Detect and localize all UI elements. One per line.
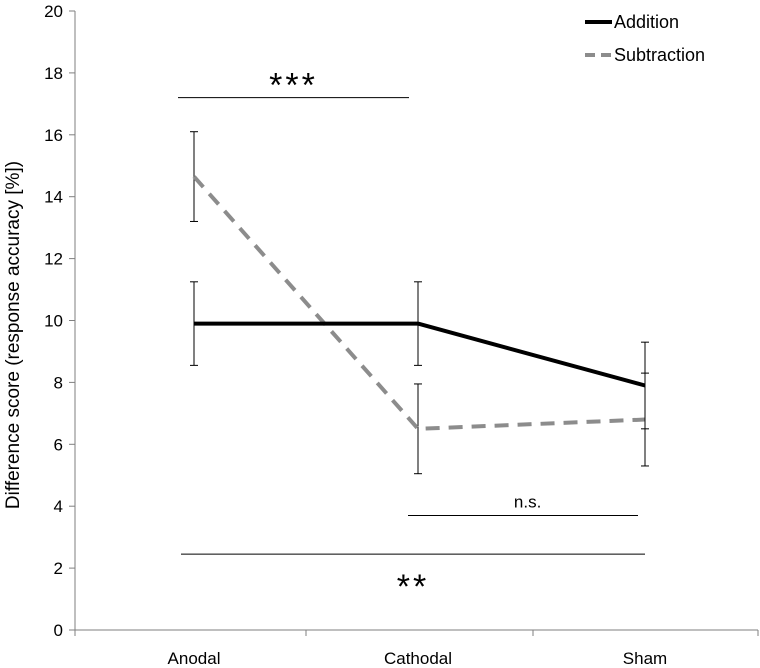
significance-label: n.s.	[514, 492, 541, 511]
y-tick-label: 20	[44, 2, 63, 21]
series-line-addition	[194, 321, 646, 388]
y-ticks: 0 2 4 6 8 10 12 14 16 18 20	[44, 2, 75, 640]
legend-label-addition: Addition	[614, 12, 679, 32]
y-tick-label: 4	[54, 497, 63, 516]
y-axis-label: Difference score (response accuracy [%])	[3, 161, 24, 509]
x-ticks: Anodal Cathodal Sham	[74, 630, 759, 668]
series	[190, 131, 649, 475]
x-tick-label-anodal: Anodal	[168, 649, 221, 668]
legend-label-subtraction: Subtraction	[614, 45, 705, 65]
axes	[74, 11, 758, 631]
y-tick-label: 12	[44, 250, 63, 269]
y-tick-label: 0	[54, 621, 63, 640]
series-addition	[190, 281, 649, 430]
y-tick-label: 14	[44, 188, 63, 207]
significance-annotations: *** n.s. **	[178, 67, 645, 606]
significance-label: ***	[269, 67, 318, 105]
series-subtraction	[190, 131, 649, 475]
x-tick-label-cathodal: Cathodal	[384, 649, 452, 668]
series-line-subtraction	[192, 175, 646, 431]
y-tick-label: 6	[54, 435, 63, 454]
y-tick-label: 16	[44, 126, 63, 145]
legend: Addition Subtraction	[585, 12, 705, 65]
y-tick-label: 18	[44, 64, 63, 83]
x-tick-label-sham: Sham	[623, 649, 667, 668]
significance-label: **	[397, 568, 429, 606]
y-tick-label: 8	[54, 373, 63, 392]
y-tick-label: 10	[44, 312, 63, 331]
y-tick-label: 2	[54, 559, 63, 578]
